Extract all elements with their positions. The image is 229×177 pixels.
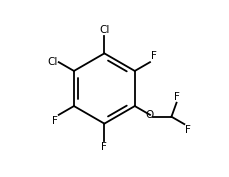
Text: F: F	[52, 116, 58, 125]
Text: Cl: Cl	[99, 25, 109, 35]
Text: O: O	[146, 110, 154, 120]
Text: F: F	[174, 92, 180, 102]
Text: Cl: Cl	[48, 57, 58, 67]
Text: F: F	[185, 125, 191, 135]
Text: F: F	[151, 52, 157, 61]
Text: F: F	[101, 142, 107, 152]
